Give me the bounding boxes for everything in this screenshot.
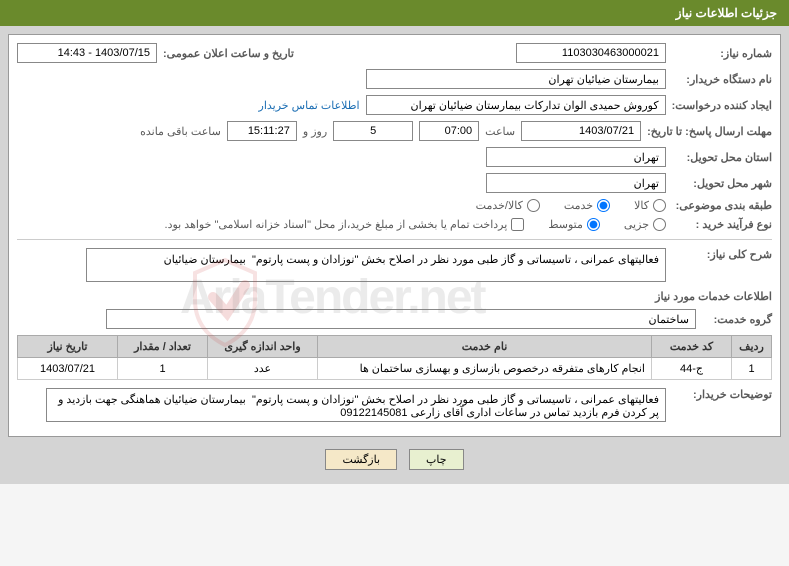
category-label: طبقه بندی موضوعی:	[672, 199, 772, 212]
remaining-label: ساعت باقی مانده	[140, 125, 221, 138]
notes-textarea[interactable]	[46, 388, 666, 422]
description-textarea[interactable]	[86, 248, 666, 282]
cat-goods-radio[interactable]	[653, 199, 666, 212]
cat-service-radio[interactable]	[597, 199, 610, 212]
th-qty: تعداد / مقدار	[118, 336, 208, 358]
cell-qty: 1	[118, 358, 208, 380]
type-medium-radio[interactable]	[587, 218, 600, 231]
services-table: ردیف کد خدمت نام خدمت واحد اندازه گیری ت…	[17, 335, 772, 380]
cat-both-radio[interactable]	[527, 199, 540, 212]
cell-code: ج-44	[652, 358, 732, 380]
description-title-label: شرح کلی نیاز:	[672, 248, 772, 261]
divider	[17, 239, 772, 240]
th-row: ردیف	[732, 336, 772, 358]
th-code: کد خدمت	[652, 336, 732, 358]
hour-label: ساعت	[485, 125, 515, 138]
content-box: شماره نیاز: تاریخ و ساعت اعلان عمومی: نا…	[8, 34, 781, 437]
type-minor-label: جزیی	[624, 218, 649, 231]
deadline-hour-field	[419, 121, 479, 141]
days-remaining-field	[333, 121, 413, 141]
cat-both-label: کالا/خدمت	[476, 199, 523, 212]
type-minor-radio[interactable]	[653, 218, 666, 231]
th-name: نام خدمت	[318, 336, 652, 358]
cell-name: انجام کارهای متفرقه درخصوص بازسازی و بهس…	[318, 358, 652, 380]
group-field	[106, 309, 696, 329]
table-row: 1 ج-44 انجام کارهای متفرقه درخصوص بازساز…	[18, 358, 772, 380]
city-label: شهر محل تحویل:	[672, 177, 772, 190]
purchase-type-label: نوع فرآیند خرید :	[672, 218, 772, 231]
requester-label: ایجاد کننده درخواست:	[672, 99, 772, 112]
main-container: شماره نیاز: تاریخ و ساعت اعلان عمومی: نا…	[0, 26, 789, 484]
need-number-label: شماره نیاز:	[672, 47, 772, 60]
deadline-label: مهلت ارسال پاسخ: تا تاریخ:	[647, 125, 772, 138]
th-unit: واحد اندازه گیری	[208, 336, 318, 358]
back-button[interactable]: بازگشت	[325, 449, 397, 470]
deadline-date-field	[521, 121, 641, 141]
cell-date: 1403/07/21	[18, 358, 118, 380]
province-label: استان محل تحویل:	[672, 151, 772, 164]
announce-date-label: تاریخ و ساعت اعلان عمومی:	[163, 47, 294, 60]
type-medium-label: متوسط	[548, 218, 583, 231]
requester-field	[366, 95, 666, 115]
page-title: جزئیات اطلاعات نیاز	[676, 6, 777, 20]
announce-date-field	[17, 43, 157, 63]
services-section-title: اطلاعات خدمات مورد نیاز	[17, 290, 772, 303]
payment-checkbox[interactable]	[511, 218, 524, 231]
cell-unit: عدد	[208, 358, 318, 380]
days-label: روز و	[303, 125, 327, 138]
city-field	[486, 173, 666, 193]
th-date: تاریخ نیاز	[18, 336, 118, 358]
cell-row: 1	[732, 358, 772, 380]
payment-note: پرداخت تمام یا بخشی از مبلغ خرید،از محل …	[165, 218, 508, 231]
notes-label: توضیحات خریدار:	[672, 388, 772, 401]
time-remaining-field	[227, 121, 297, 141]
buyer-org-field	[366, 69, 666, 89]
cat-service-label: خدمت	[564, 199, 593, 212]
button-row: چاپ بازگشت	[8, 437, 781, 476]
group-label: گروه خدمت:	[702, 313, 772, 326]
buyer-org-label: نام دستگاه خریدار:	[672, 73, 772, 86]
page-header: جزئیات اطلاعات نیاز	[0, 0, 789, 26]
contact-link[interactable]: اطلاعات تماس خریدار	[259, 99, 360, 112]
province-field	[486, 147, 666, 167]
need-number-field	[516, 43, 666, 63]
cat-goods-label: کالا	[634, 199, 649, 212]
print-button[interactable]: چاپ	[409, 449, 464, 470]
